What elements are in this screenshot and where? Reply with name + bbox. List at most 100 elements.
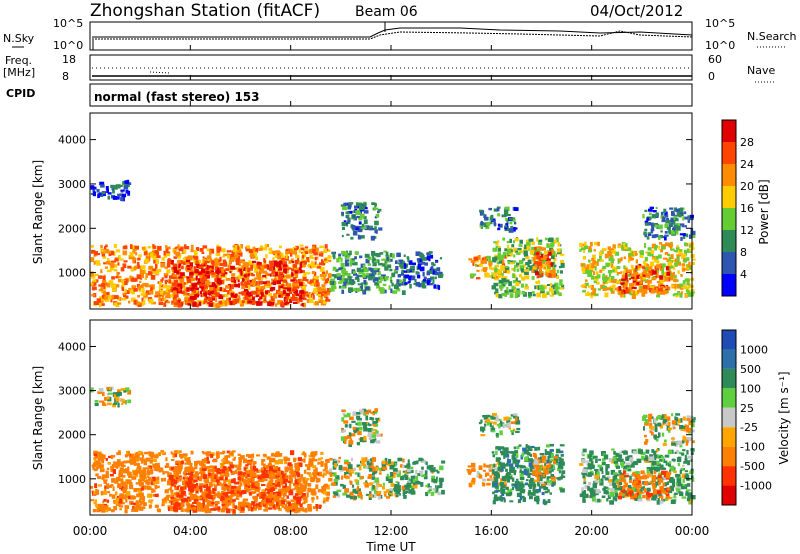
- scatter-cell: [243, 274, 247, 278]
- scatter-cell: [235, 267, 239, 271]
- scatter-cell: [363, 435, 367, 441]
- scatter-cell: [644, 209, 648, 212]
- scatter-cell: [331, 473, 335, 477]
- scatter-cell: [124, 509, 128, 514]
- scatter-cell: [216, 492, 221, 498]
- scatter-cell: [176, 450, 180, 454]
- scatter-cell: [96, 507, 101, 513]
- scatter-cell: [353, 430, 357, 434]
- scatter-cell: [292, 282, 295, 287]
- scatter-cell: [371, 493, 377, 499]
- scatter-cell: [503, 479, 507, 484]
- scatter-cell: [647, 281, 650, 287]
- scatter-cell: [201, 491, 207, 496]
- scatter-cell: [656, 264, 661, 269]
- scatter-cell: [597, 288, 602, 291]
- scatter-cell: [404, 264, 407, 269]
- scatter-cell: [211, 282, 215, 286]
- scatter-cell: [295, 286, 300, 289]
- scatter-cell: [368, 468, 373, 472]
- scatter-cell: [120, 197, 124, 202]
- scatter-cell: [545, 254, 549, 260]
- scatter-cell: [343, 279, 348, 284]
- scatter-cell: [108, 387, 111, 391]
- scatter-cell: [551, 250, 556, 256]
- scatter-cell: [215, 294, 219, 298]
- scatter-cell: [241, 286, 245, 289]
- scatter-cell: [232, 509, 236, 514]
- scatter-cell: [377, 270, 381, 276]
- scatter-cell: [93, 490, 96, 495]
- scatter-cell: [223, 499, 228, 505]
- scatter-cell: [187, 457, 191, 462]
- scatter-cell: [237, 453, 241, 456]
- scatter-cell: [237, 471, 243, 476]
- scatter-cell: [628, 277, 632, 281]
- scatter-cell: [341, 250, 346, 255]
- scatter-cell: [289, 469, 294, 474]
- scatter-cell: [94, 279, 99, 283]
- scatter-cell: [199, 248, 204, 252]
- scatter-cell: [677, 258, 680, 264]
- scatter-cell: [670, 265, 674, 269]
- scatter-cell: [557, 242, 561, 247]
- scatter-cell: [534, 255, 537, 260]
- scatter-cell: [170, 286, 174, 290]
- scatter-cell: [335, 268, 339, 272]
- scatter-cell: [144, 246, 147, 252]
- scatter-cell: [676, 226, 681, 231]
- scatter-cell: [407, 281, 411, 284]
- scatter-cell: [550, 269, 556, 274]
- scatter-cell: [259, 245, 264, 249]
- scatter-cell: [192, 302, 197, 307]
- scatter-cell: [644, 222, 649, 226]
- scatter-cell: [537, 264, 540, 269]
- scatter-cell: [214, 501, 220, 505]
- scatter-cell: [163, 302, 167, 307]
- scatter-cell: [347, 211, 353, 214]
- scatter-cell: [366, 273, 370, 276]
- scatter-cell: [300, 507, 305, 512]
- scatter-cell: [182, 257, 186, 262]
- scatter-cell: [175, 501, 178, 506]
- scatter-cell: [107, 396, 110, 400]
- scatter-cell: [221, 490, 225, 494]
- scatter-cell: [638, 288, 643, 293]
- scatter-cell: [525, 256, 530, 260]
- scatter-cell: [327, 273, 332, 278]
- scatter-cell: [347, 462, 351, 465]
- scatter-cell: [198, 485, 203, 490]
- scatter-cell: [115, 196, 120, 200]
- scatter-cell: [123, 460, 128, 464]
- scatter-cell: [263, 295, 267, 298]
- scatter-cell: [113, 244, 117, 248]
- scatter-cell: [508, 228, 514, 233]
- scatter-cell: [416, 258, 422, 261]
- scatter-cell: [307, 503, 312, 509]
- scatter-cell: [516, 288, 520, 292]
- scatter-cell: [298, 261, 302, 264]
- scatter-cell: [425, 484, 429, 488]
- scatter-cell: [282, 264, 288, 267]
- scatter-cell: [631, 286, 635, 289]
- scatter-cell: [662, 257, 668, 260]
- scatter-cell: [656, 290, 661, 295]
- scatter-cell: [93, 468, 98, 472]
- scatter-cell: [395, 282, 400, 286]
- scatter-cell: [545, 272, 549, 277]
- scatter-cell: [186, 300, 192, 305]
- scatter-cell: [385, 251, 389, 256]
- scatter-cell: [247, 269, 251, 273]
- scatter-cell: [290, 287, 295, 292]
- scatter-cell: [365, 258, 370, 264]
- scatter-cell: [435, 476, 438, 480]
- scatter-cell: [631, 273, 637, 279]
- scatter-cell: [374, 281, 380, 286]
- scatter-cell: [624, 275, 628, 280]
- scatter-cell: [93, 261, 96, 265]
- scatter-cell: [115, 284, 120, 288]
- scatter-cell: [634, 290, 639, 296]
- scatter-cell: [395, 481, 399, 484]
- scatter-cell: [307, 507, 313, 512]
- scatter-cell: [242, 281, 245, 285]
